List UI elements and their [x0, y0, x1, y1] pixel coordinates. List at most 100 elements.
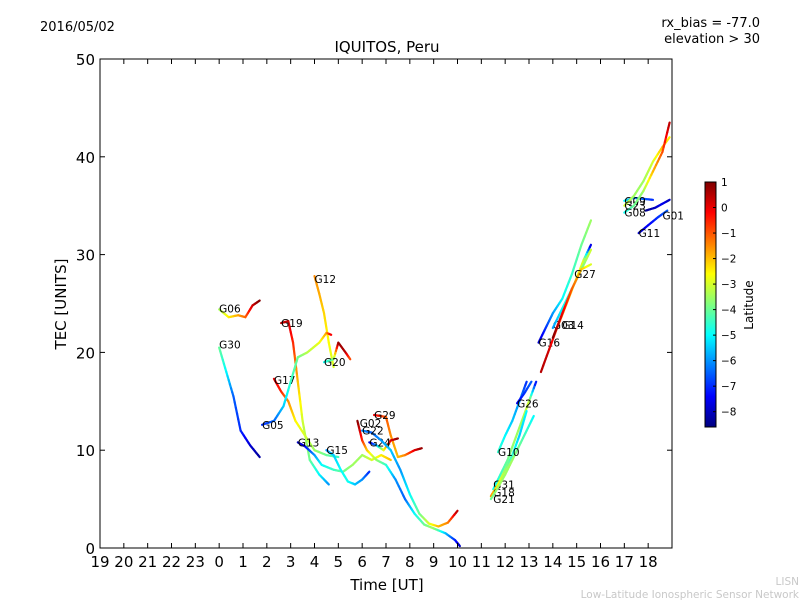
colorbar-tick-label: −4	[721, 305, 737, 317]
track-segment	[326, 481, 330, 486]
series-g18: G18	[489, 409, 528, 499]
x-tick-label: 22	[162, 553, 181, 571]
x-tick-label: 23	[186, 553, 205, 571]
colorbar	[704, 181, 717, 428]
satellite-label: G26	[517, 398, 539, 410]
x-axis-ticks: 19 20 21 22 23 0 1 2 3 4 5 6 7 8 9 10 11 12 13 14 15 16 17 18	[90, 59, 658, 571]
y-tick-label: 0	[85, 540, 95, 558]
y-tick-label: 20	[76, 344, 95, 362]
y-tick-label: 10	[76, 442, 95, 460]
colorbar-tick-label: −7	[721, 381, 736, 393]
series-g27: G27	[551, 263, 596, 339]
series-g11: G11	[637, 209, 669, 240]
series-g19: G19	[280, 318, 330, 486]
track-segment	[388, 458, 392, 462]
footer-lisn: LISN	[776, 576, 799, 588]
x-tick-label: 11	[472, 553, 491, 571]
track-segment	[531, 414, 535, 420]
rx-bias-label: rx_bias = -77.0	[661, 16, 760, 31]
track-segment	[533, 380, 538, 387]
y-axis-ticks: 0 10 20 30 40 50	[76, 51, 672, 558]
track-segment	[664, 209, 669, 213]
track-segment	[457, 543, 461, 548]
x-tick-label: 19	[90, 553, 109, 571]
x-tick-label: 16	[591, 553, 610, 571]
track-segment	[588, 219, 593, 226]
x-tick-label: 5	[334, 553, 344, 571]
colorbar-tick-label: 1	[721, 177, 728, 189]
series-g26: G26	[515, 380, 539, 410]
satellite-label: G12	[315, 274, 337, 286]
series-g02: G02	[356, 418, 461, 548]
x-tick-label: 1	[238, 553, 248, 571]
x-tick-label: 9	[429, 553, 439, 571]
y-tick-label: 40	[76, 149, 95, 167]
colorbar-tick-label: −1	[721, 228, 736, 240]
colorbar-ticks: 1 0 −1 −2 −3 −4 −5 −6 −7 −8	[713, 177, 737, 419]
data-marks: G06G30G19G12G17G05G20G13G15G02G29G24G22G…	[218, 121, 684, 548]
satellite-label: G19	[281, 318, 303, 330]
satellite-label: G29	[374, 410, 396, 422]
series-g05: G05	[260, 331, 333, 432]
x-tick-label: 14	[543, 553, 562, 571]
x-tick-label: 4	[310, 553, 320, 571]
series-g08: G08	[623, 121, 671, 220]
x-tick-label: 21	[138, 553, 157, 571]
satellite-label: G11	[639, 228, 661, 240]
series-g29: G29	[372, 410, 423, 459]
track-segment	[257, 299, 261, 303]
colorbar-label: Latitude	[742, 280, 756, 329]
x-tick-label: 3	[286, 553, 296, 571]
y-tick-label: 30	[76, 247, 95, 265]
chart-title: IQUITOS, Peru	[334, 38, 439, 56]
satellite-label: G30	[219, 340, 241, 352]
x-tick-label: 2	[262, 553, 272, 571]
y-axis-label: TEC [UNITS]	[52, 259, 70, 351]
track-segment	[307, 452, 311, 462]
track-segment	[367, 470, 371, 475]
track-segment	[524, 380, 528, 387]
x-tick-label: 12	[496, 553, 515, 571]
track-segment	[454, 509, 459, 514]
satellite-label: G01	[662, 210, 684, 222]
x-tick-label: 20	[114, 553, 133, 571]
series-g30: G30	[218, 340, 261, 459]
track-segment	[667, 198, 671, 202]
x-tick-label: 7	[381, 553, 391, 571]
track-segment	[348, 357, 352, 361]
colorbar-tick-label: −5	[721, 330, 736, 342]
satellite-label: G21	[493, 494, 515, 506]
series-g01: G01	[644, 198, 684, 222]
date-label: 2016/05/02	[40, 20, 115, 35]
track-segment	[667, 136, 671, 140]
track-segment	[305, 439, 309, 449]
colorbar-tick-label: −3	[721, 279, 736, 291]
track-segment	[524, 409, 528, 417]
series-g06: G06	[218, 299, 261, 319]
x-tick-label: 10	[448, 553, 467, 571]
series-g24: G24	[368, 437, 400, 452]
satellite-label: G20	[324, 357, 346, 369]
elevation-label: elevation > 30	[664, 32, 760, 47]
satellite-label: G16	[539, 338, 561, 350]
series-g21: G21	[489, 414, 535, 506]
colorbar-tick-label: −8	[721, 407, 736, 419]
x-axis-label: Time [UT]	[349, 576, 423, 594]
x-tick-label: 15	[567, 553, 586, 571]
colorbar-tick-label: −6	[721, 356, 737, 368]
track-segment	[301, 419, 305, 429]
track-segment	[588, 263, 593, 267]
series-g15: G15	[325, 445, 371, 486]
satellite-label: G15	[326, 445, 348, 457]
colorbar-tick-label: −2	[721, 254, 736, 266]
x-tick-label: 6	[357, 553, 367, 571]
series-g22: G22	[361, 426, 459, 528]
x-tick-label: 17	[615, 553, 634, 571]
x-tick-label: 0	[214, 553, 224, 571]
series-g20: G20	[322, 341, 352, 369]
track-segment	[667, 121, 671, 129]
satellite-label: G08	[624, 208, 646, 220]
satellite-label: G05	[262, 420, 284, 432]
track-segment	[256, 453, 261, 459]
